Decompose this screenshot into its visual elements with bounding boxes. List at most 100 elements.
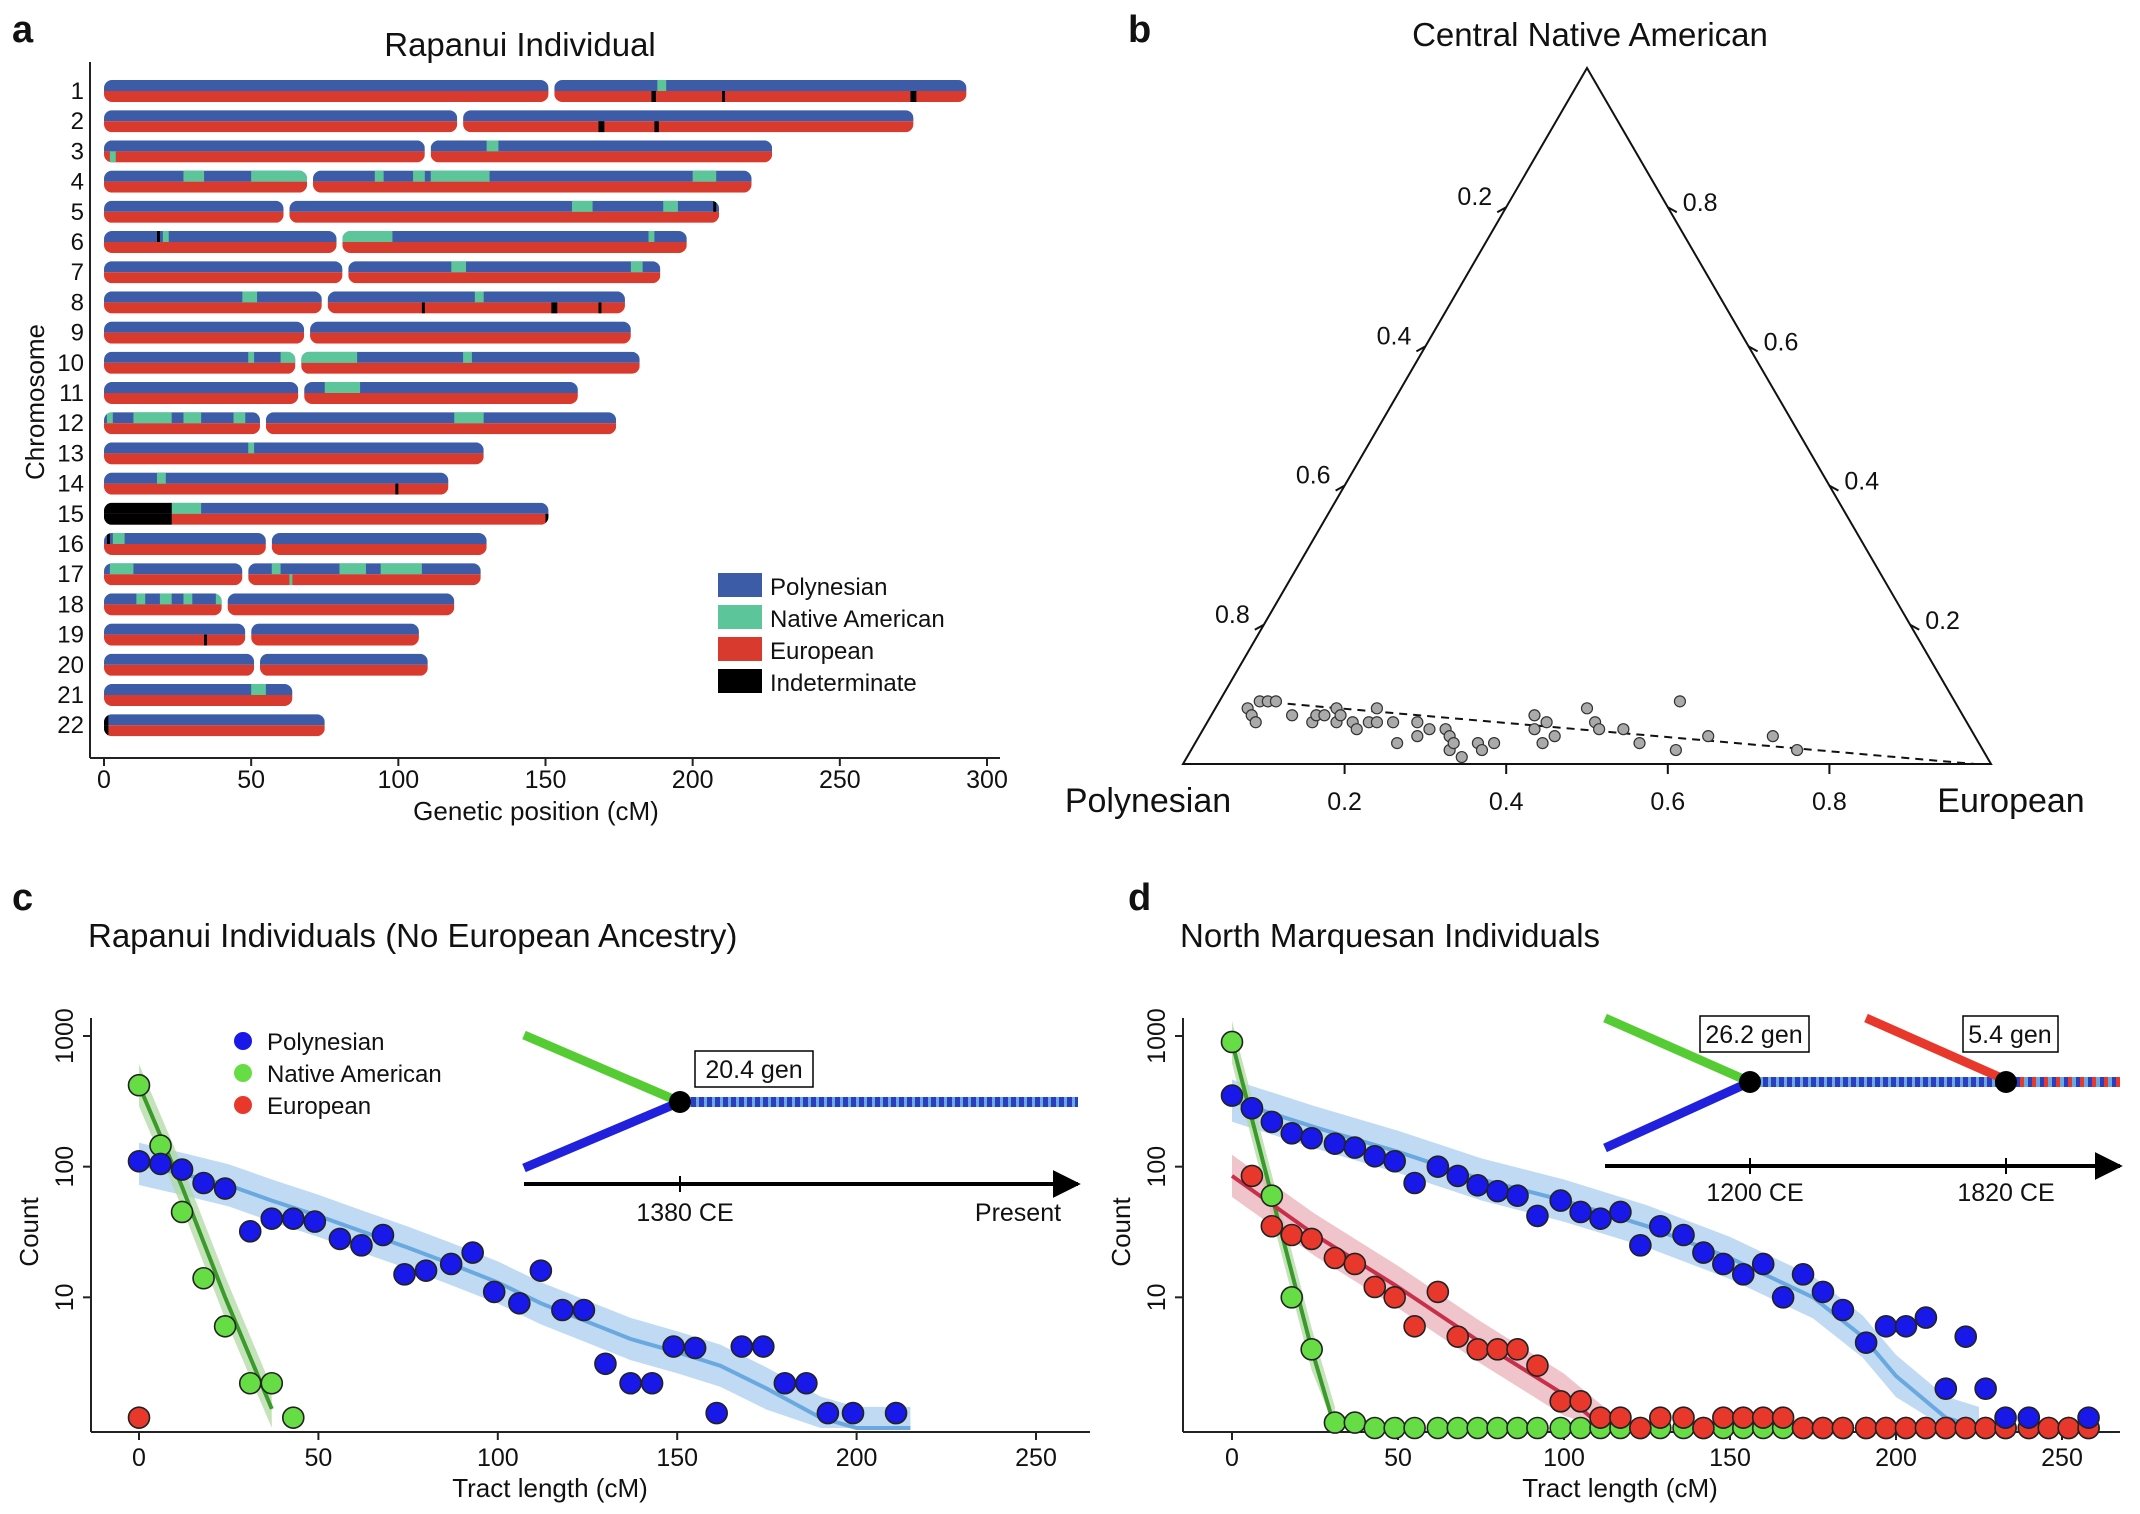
native-american-segment — [463, 351, 472, 363]
data-point — [238, 1220, 262, 1243]
chromosome-arm — [251, 623, 419, 646]
haplotype-top — [104, 653, 255, 665]
haplotype-bottom — [342, 242, 687, 253]
ternary-point — [1528, 709, 1541, 722]
native-american-segment — [474, 291, 484, 303]
haplotype-top — [227, 593, 455, 605]
haplotype-bottom — [251, 634, 419, 646]
data-point — [1446, 1164, 1470, 1188]
data-point — [192, 1171, 215, 1195]
haplotype-bottom — [312, 181, 752, 193]
chromosome-arm — [104, 231, 337, 253]
chromosome-label: 1 — [71, 78, 84, 105]
data-point — [281, 1406, 305, 1429]
ternary-point — [1702, 730, 1715, 743]
haplotype-top — [104, 714, 325, 726]
native-american-segment — [648, 231, 655, 242]
native-american-segment — [183, 170, 205, 182]
haplotype-bottom — [104, 362, 296, 374]
data-point — [482, 1280, 506, 1304]
haplotype-bottom — [430, 151, 773, 163]
ternary-tick — [1335, 484, 1346, 492]
haplotype-bottom — [301, 362, 640, 374]
confidence-band — [139, 1142, 911, 1428]
chromosome-1 — [104, 80, 967, 102]
data-point — [1526, 1354, 1549, 1377]
haplotype-top — [265, 412, 617, 424]
native-american-segment — [109, 151, 116, 163]
data-point — [1648, 1406, 1672, 1429]
chromosome-label: 20 — [57, 652, 84, 679]
data-point — [1569, 1416, 1592, 1440]
haplotype-top — [259, 653, 428, 665]
haplotype-top — [104, 110, 458, 122]
chromosome-arm — [104, 80, 549, 102]
data-point — [1486, 1338, 1509, 1361]
chromosome-label: 7 — [71, 259, 84, 286]
data-point — [1854, 1416, 1878, 1440]
data-point — [1240, 1164, 1264, 1188]
inset-polynesian-branch — [522, 1097, 682, 1173]
data-point — [1731, 1406, 1755, 1429]
ternary-point — [1447, 737, 1460, 750]
data-point — [393, 1263, 416, 1286]
chromosome-label: 14 — [57, 471, 84, 498]
native-american-segment — [454, 412, 484, 424]
ternary-right-tick-label: 0.6 — [1764, 328, 1799, 356]
haplotype-bottom — [104, 483, 449, 495]
data-point — [1692, 1241, 1715, 1264]
ternary-point — [1411, 730, 1424, 743]
native-american-segment — [486, 140, 499, 152]
x-tick-label: 100 — [377, 766, 419, 794]
data-point — [1934, 1377, 1958, 1400]
haplotype-top — [104, 442, 484, 454]
inset-gen-box — [694, 1050, 814, 1088]
chromosome-arm — [104, 382, 299, 404]
data-point — [1343, 1136, 1367, 1159]
data-point — [1363, 1275, 1387, 1299]
ternary-points — [1241, 695, 1804, 764]
haplotype-bottom — [104, 302, 322, 314]
chromosome-label: 11 — [59, 380, 84, 407]
chromosome-arm — [342, 231, 687, 253]
chromosome-label: 12 — [57, 410, 84, 437]
x-tick-label: 200 — [836, 1444, 878, 1472]
data-point — [1672, 1223, 1695, 1247]
native-american-segment — [251, 170, 308, 182]
chromosome-label: 15 — [57, 501, 84, 528]
chromosome-16 — [104, 533, 487, 555]
x-tick-label: 50 — [237, 766, 265, 794]
chromosome-7 — [104, 261, 661, 284]
haplotype-top — [430, 140, 773, 152]
ternary-right-label: European — [1937, 782, 2084, 820]
native-american-segment — [183, 593, 193, 605]
data-point — [662, 1335, 685, 1358]
panel-c-legend-polynesian: Polynesian — [267, 1029, 384, 1056]
data-point — [328, 1227, 352, 1251]
chromosome-21 — [104, 684, 293, 706]
data-point — [1712, 1252, 1735, 1276]
chromosome-arm — [104, 533, 266, 555]
data-point — [127, 1406, 151, 1429]
native-american-segment — [271, 563, 281, 575]
data-point — [1791, 1416, 1815, 1440]
ternary-right-tick-label: 0.8 — [1683, 189, 1718, 217]
haplotype-bottom — [104, 242, 337, 253]
data-point — [439, 1252, 463, 1276]
ternary-point — [1669, 743, 1682, 757]
data-point — [1383, 1149, 1406, 1173]
data-point — [1751, 1252, 1775, 1276]
indeterminate-segment — [421, 302, 425, 314]
inset-admixture-dot — [669, 1091, 691, 1113]
inset-d-gen-box-1 — [1699, 1015, 1810, 1053]
ternary-left-tick-label: 0.8 — [1215, 601, 1250, 629]
ternary-point — [1370, 716, 1384, 729]
legend-swatch-polynesian — [718, 573, 762, 597]
panel-c-title: Rapanui Individuals (No European Ancestr… — [88, 917, 737, 954]
native-american-segment — [109, 563, 134, 575]
haplotype-bottom — [104, 634, 246, 646]
ternary-point — [1540, 716, 1553, 729]
chromosome-14 — [104, 472, 449, 495]
data-point — [572, 1298, 596, 1322]
indeterminate-segment — [204, 634, 208, 646]
